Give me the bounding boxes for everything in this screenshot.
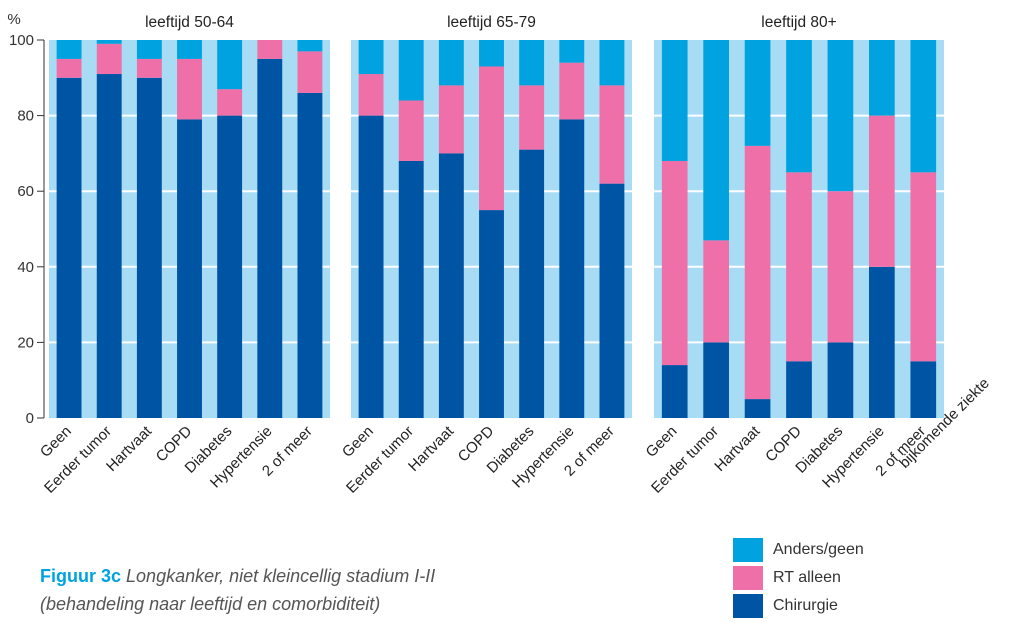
figure-title: Longkanker, niet kleincellig stadium I-I… (126, 566, 436, 586)
bar-segment (217, 115, 243, 418)
bar-segment (479, 66, 504, 211)
bar-segment (599, 85, 625, 184)
legend-label: Chirurgie (773, 597, 838, 614)
bar-segment (703, 240, 729, 343)
bar-segment (398, 40, 424, 101)
legend-item-chirurgie: Chirurgie (733, 593, 864, 619)
bar-segment (438, 85, 464, 154)
bar-segment (744, 145, 771, 400)
chart-legend: Anders/geen RT alleen Chirurgie (733, 537, 864, 621)
bar-segment (257, 58, 283, 419)
y-tick-label: 100 (9, 32, 34, 49)
bar-segment (910, 361, 937, 418)
bar-segment (56, 77, 82, 419)
bar-segment (519, 149, 545, 418)
figure-subtitle: (behandeling naar leeftijd en comorbidit… (40, 594, 381, 614)
x-tick-label: Geen (643, 423, 681, 461)
bar-segment (358, 40, 384, 75)
bar-segment (661, 365, 688, 418)
bar-segment (661, 40, 688, 161)
bar-segment (96, 40, 122, 44)
bar-segment (136, 40, 162, 59)
bar-segment (744, 399, 771, 418)
y-axis-unit-label: % (7, 11, 20, 28)
legend-item-anders-geen: Anders/geen (733, 537, 864, 563)
bar-segment (297, 51, 323, 93)
bar-segment (869, 266, 895, 418)
bar-segment (599, 40, 625, 86)
bar-segment (559, 119, 585, 418)
bar-segment (177, 58, 202, 120)
bar-segment (96, 43, 122, 75)
figure-caption: Figuur 3c Longkanker, niet kleincellig s… (40, 562, 435, 618)
bar-segment (479, 210, 504, 418)
bar-segment (56, 58, 82, 78)
bar-segment (744, 40, 771, 146)
x-tick-label: Hartvaat (711, 422, 764, 475)
panel-title: leeftijd 80+ (761, 14, 836, 31)
bar-segment (786, 172, 812, 362)
x-tick-label: Hartvaat (103, 422, 156, 475)
bar-segment (910, 172, 937, 362)
bar-segment (398, 100, 424, 161)
bar-segment (479, 40, 504, 67)
y-tick-label: 60 (17, 183, 34, 200)
legend-label: RT alleen (773, 569, 841, 586)
bar-segment (438, 153, 464, 418)
bar-segment (438, 40, 464, 86)
bar-segment (358, 115, 384, 418)
bar-segment (869, 115, 895, 267)
bar-segment (661, 160, 688, 366)
bar-segment (56, 40, 82, 59)
bar-segment (177, 119, 202, 418)
bar-segment (869, 40, 895, 116)
x-tick-label: Hartvaat (405, 422, 458, 475)
bar-segment (559, 62, 585, 120)
bar-segment (910, 40, 937, 173)
figure-number: Figuur 3c (40, 566, 122, 586)
bar-segment (136, 77, 162, 419)
x-tick-label: Geen (37, 423, 75, 461)
bar-segment (786, 40, 812, 173)
bar-segment (257, 40, 283, 59)
bar-segment (217, 89, 243, 116)
y-tick-label: 0 (26, 410, 34, 427)
bar-segment (358, 74, 384, 116)
bar-segment (827, 342, 854, 418)
bar-segment (297, 40, 323, 52)
bar-segment (703, 40, 729, 241)
bar-segment (599, 183, 625, 418)
x-tick-label: Geen (339, 423, 377, 461)
y-tick-label: 80 (17, 108, 34, 125)
panel-title: leeftijd 65-79 (447, 14, 536, 31)
legend-item-rt-alleen: RT alleen (733, 565, 864, 591)
panel-title: leeftijd 50-64 (145, 14, 234, 31)
bar-segment (297, 92, 323, 419)
bar-segment (217, 40, 243, 90)
bar-segment (136, 58, 162, 78)
y-tick-label: 40 (17, 259, 34, 276)
y-tick-label: 20 (17, 334, 34, 351)
bar-segment (519, 40, 545, 86)
bar-segment (96, 74, 122, 419)
bar-segment (703, 342, 729, 418)
legend-swatch (733, 538, 763, 562)
bar-segment (827, 40, 854, 192)
legend-label: Anders/geen (773, 541, 864, 558)
legend-swatch (733, 594, 763, 618)
bar-segment (786, 361, 812, 418)
bar-segment (177, 40, 202, 59)
bar-segment (559, 40, 585, 63)
bar-segment (827, 191, 854, 343)
bar-segment (398, 160, 424, 418)
bar-segment (519, 85, 545, 150)
legend-swatch (733, 566, 763, 590)
